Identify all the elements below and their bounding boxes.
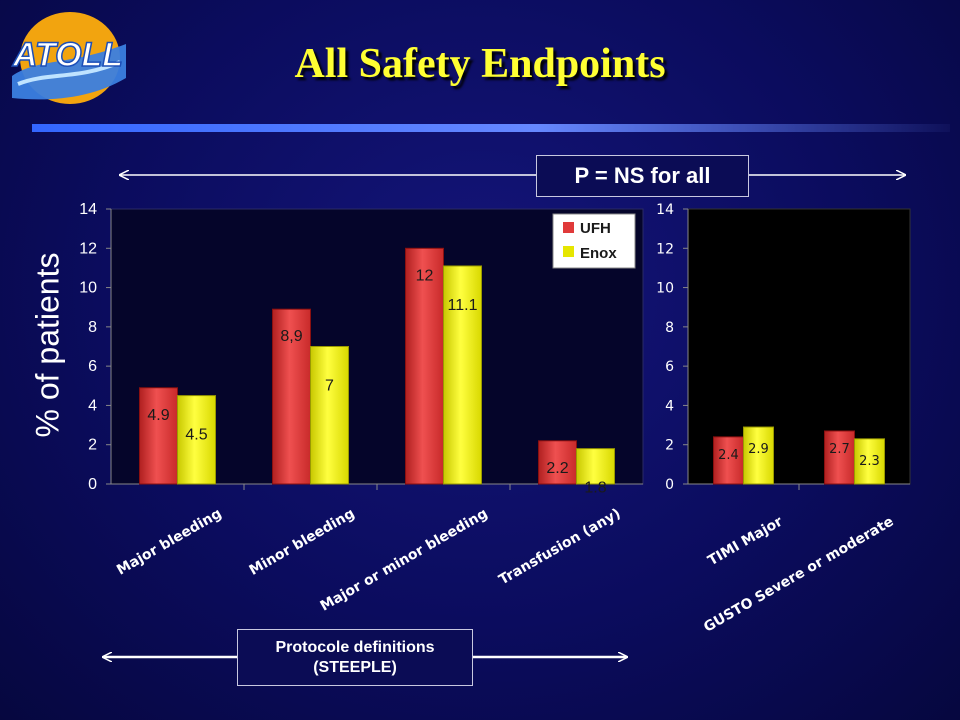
legend-enox-swatch	[563, 246, 574, 257]
x-tick-label: Transfusion (any)	[496, 506, 623, 589]
y-tick-label: 8	[665, 320, 674, 336]
y-tick-label: 2	[88, 437, 97, 454]
x-tick-label: GUSTO Severe or moderate	[701, 514, 896, 636]
y-tick-label: 14	[79, 201, 97, 218]
bar-enox	[443, 265, 482, 485]
data-label-enox: 4.5	[185, 427, 207, 444]
bar-ufh	[272, 308, 311, 485]
x-tick-label: TIMI Major	[705, 514, 785, 570]
y-tick-label: 8	[88, 319, 97, 336]
data-label-ufh: 2.7	[829, 442, 850, 457]
legend: UFH Enox	[552, 213, 636, 269]
bar-ufh	[538, 440, 577, 485]
y-tick-label: 6	[665, 359, 674, 375]
bar-ufh	[139, 387, 178, 485]
y-tick-label: 2	[665, 438, 674, 454]
y-tick-label: 12	[656, 241, 674, 257]
y-tick-label: 10	[79, 280, 97, 297]
data-label-ufh: 12	[416, 267, 434, 284]
data-label-ufh: 2.2	[546, 460, 568, 477]
y-tick-label: 12	[79, 240, 97, 257]
data-label-enox: 1.8	[584, 480, 606, 497]
data-label-ufh: 8,9	[280, 328, 302, 345]
bar-enox	[854, 438, 885, 485]
y-tick-label: 0	[88, 476, 97, 493]
p-value-box: P = NS for all	[536, 155, 749, 197]
legend-ufh-swatch	[563, 222, 574, 233]
y-tick-label: 4	[88, 397, 97, 414]
data-label-enox: 2.9	[748, 442, 769, 457]
x-tick-label: Minor bleeding	[247, 506, 358, 579]
svg-text:ATOLL: ATOLL	[12, 36, 123, 74]
data-label-ufh: 2.4	[718, 448, 739, 463]
protocol-line2: (STEEPLE)	[313, 659, 397, 676]
legend-ufh-label: UFH	[580, 220, 611, 237]
protocol-box: Protocole definitions (STEEPLE)	[237, 629, 473, 686]
data-label-enox: 7	[325, 378, 334, 395]
data-label-enox: 2.3	[859, 454, 880, 469]
data-label-ufh: 4.9	[147, 407, 169, 424]
x-tick-label: Major bleeding	[114, 506, 224, 579]
bar-ufh	[824, 430, 855, 485]
bar-enox	[177, 395, 216, 485]
title-underline	[32, 124, 950, 132]
protocol-line1: Protocole definitions	[275, 639, 435, 656]
y-tick-label: 4	[665, 398, 674, 414]
bar-ufh	[713, 436, 744, 485]
y-tick-label: 0	[665, 477, 674, 493]
bar-enox	[310, 346, 349, 485]
y-tick-label: 10	[656, 281, 674, 297]
atoll-logo: ATOLL	[11, 12, 126, 104]
page-title: All Safety Endpoints	[294, 41, 666, 87]
y-tick-label: 14	[656, 202, 674, 218]
legend-enox-label: Enox	[580, 245, 617, 262]
bar-enox	[576, 448, 615, 485]
data-label-enox: 11.1	[448, 297, 478, 314]
y-tick-label: 6	[88, 358, 97, 375]
bar-enox	[743, 426, 774, 485]
